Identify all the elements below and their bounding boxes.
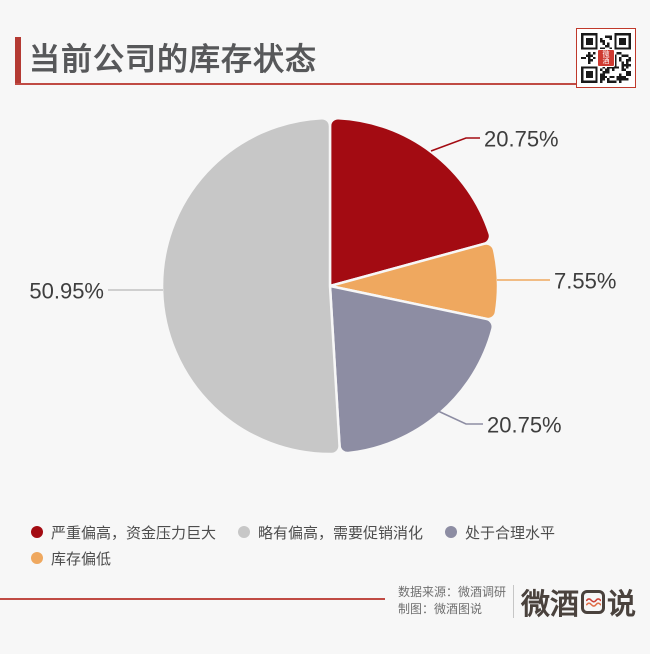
chart-credit-text: 制图：微酒图说: [398, 602, 483, 616]
legend-item-slightly-high[interactable]: 略有偏高，需要促销消化: [238, 522, 423, 542]
pie-slice[interactable]: [160, 116, 341, 456]
footer-rule: [0, 598, 385, 600]
qr-center-label: 微酒: [602, 51, 610, 65]
legend-dot-icon: [238, 526, 251, 538]
legend-item-label: 严重偏高，资金压力巨大: [51, 524, 217, 542]
legend-dot-icon: [445, 526, 458, 538]
logo-text-suffix: 说: [607, 589, 637, 621]
qr-code: 微酒: [576, 28, 636, 88]
qr-center-logo: 微酒: [597, 49, 615, 67]
label-leader-line: [430, 137, 480, 152]
footer-credits: 数据来源：微酒调研 制图：微酒图说: [398, 584, 506, 618]
title-underline: [15, 83, 636, 85]
legend-item-label: 库存偏低: [51, 550, 112, 568]
title-accent-bar: [15, 37, 21, 84]
pie-slice[interactable]: [328, 284, 494, 455]
data-source-text: 数据来源：微酒调研: [398, 585, 507, 599]
pie-slice[interactable]: [328, 242, 500, 321]
slice-value-label: 50.95%: [29, 279, 104, 304]
page-title: 当前公司的库存状态: [29, 42, 317, 77]
brand-logo: 微酒 说: [521, 580, 636, 624]
legend-item-severe[interactable]: 严重偏高，资金压力巨大: [31, 522, 216, 542]
logo-text-prefix: 微酒: [521, 589, 580, 621]
logo-wave-icon: [581, 590, 606, 614]
slice-value-label: 20.75%: [484, 127, 559, 152]
pie-slice[interactable]: [328, 116, 492, 288]
legend-item-reasonable[interactable]: 处于合理水平: [445, 522, 555, 542]
slice-value-label: 7.55%: [554, 269, 616, 294]
footer-divider: [513, 585, 514, 618]
legend-item-label: 略有偏高，需要促销消化: [258, 524, 424, 542]
qr-pattern: [581, 33, 631, 83]
legend-item-low[interactable]: 库存偏低: [31, 548, 111, 568]
legend-dot-icon: [31, 526, 43, 538]
legend-dot-icon: [31, 552, 43, 564]
slice-value-label: 20.75%: [487, 413, 562, 438]
chart-legend: 严重偏高，资金压力巨大 略有偏高，需要促销消化 处于合理水平 库存偏低: [31, 522, 615, 568]
legend-item-label: 处于合理水平: [465, 524, 556, 542]
label-leader-line: [437, 410, 483, 425]
